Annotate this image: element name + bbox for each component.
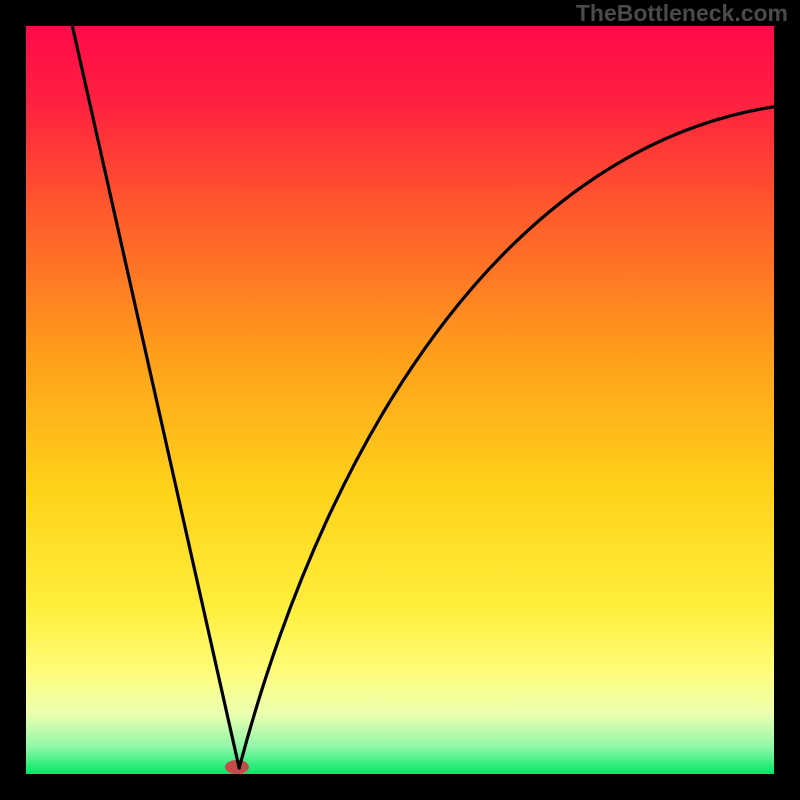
chart-stage: TheBottleneck.com bbox=[0, 0, 800, 800]
watermark-text: TheBottleneck.com bbox=[576, 0, 788, 27]
bottleneck-curve bbox=[0, 0, 800, 800]
